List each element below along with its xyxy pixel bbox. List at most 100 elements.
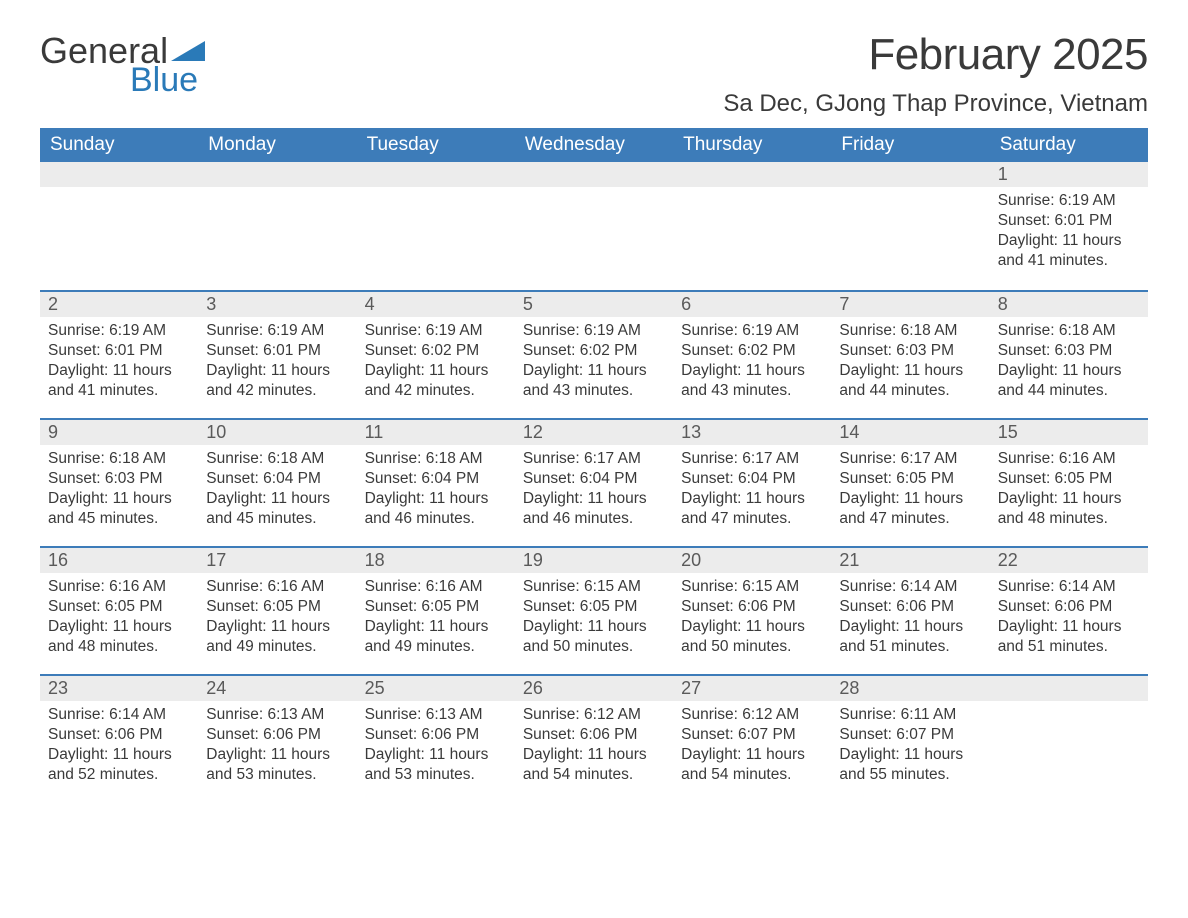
header: General Blue February 2025 Sa Dec, GJong… [40,30,1148,118]
day-details: Sunrise: 6:12 AMSunset: 6:06 PMDaylight:… [515,701,673,796]
day-details: Sunrise: 6:17 AMSunset: 6:05 PMDaylight:… [831,445,989,540]
weekday-header: Monday [198,128,356,162]
calendar-cell: 14Sunrise: 6:17 AMSunset: 6:05 PMDayligh… [831,418,989,546]
day-details: Sunrise: 6:15 AMSunset: 6:06 PMDaylight:… [673,573,831,668]
calendar-cell-empty [515,162,673,290]
day-details: Sunrise: 6:13 AMSunset: 6:06 PMDaylight:… [198,701,356,796]
day-number: 21 [831,546,989,573]
calendar-cell: 1Sunrise: 6:19 AMSunset: 6:01 PMDaylight… [990,162,1148,290]
calendar-cell: 21Sunrise: 6:14 AMSunset: 6:06 PMDayligh… [831,546,989,674]
day-details [673,187,831,201]
day-details: Sunrise: 6:19 AMSunset: 6:01 PMDaylight:… [990,187,1148,282]
calendar-cell: 13Sunrise: 6:17 AMSunset: 6:04 PMDayligh… [673,418,831,546]
calendar-cell: 4Sunrise: 6:19 AMSunset: 6:02 PMDaylight… [357,290,515,418]
day-number [40,162,198,187]
calendar-cell: 3Sunrise: 6:19 AMSunset: 6:01 PMDaylight… [198,290,356,418]
day-details: Sunrise: 6:19 AMSunset: 6:02 PMDaylight:… [357,317,515,412]
day-details: Sunrise: 6:16 AMSunset: 6:05 PMDaylight:… [990,445,1148,540]
calendar-cell-empty [990,674,1148,802]
day-number [357,162,515,187]
day-number: 14 [831,418,989,445]
calendar-cell-empty [831,162,989,290]
calendar-row: 2Sunrise: 6:19 AMSunset: 6:01 PMDaylight… [40,290,1148,418]
calendar-cell: 22Sunrise: 6:14 AMSunset: 6:06 PMDayligh… [990,546,1148,674]
day-number: 4 [357,290,515,317]
weekday-header: Thursday [673,128,831,162]
day-number [515,162,673,187]
brand-logo: General Blue [40,30,205,96]
calendar-cell: 2Sunrise: 6:19 AMSunset: 6:01 PMDaylight… [40,290,198,418]
day-number: 18 [357,546,515,573]
calendar-cell: 16Sunrise: 6:16 AMSunset: 6:05 PMDayligh… [40,546,198,674]
day-details: Sunrise: 6:19 AMSunset: 6:01 PMDaylight:… [198,317,356,412]
calendar-cell-empty [40,162,198,290]
day-number: 1 [990,162,1148,187]
calendar-cell: 27Sunrise: 6:12 AMSunset: 6:07 PMDayligh… [673,674,831,802]
calendar-cell: 6Sunrise: 6:19 AMSunset: 6:02 PMDaylight… [673,290,831,418]
day-number: 16 [40,546,198,573]
calendar-cell: 19Sunrise: 6:15 AMSunset: 6:05 PMDayligh… [515,546,673,674]
day-number: 27 [673,674,831,701]
day-details: Sunrise: 6:13 AMSunset: 6:06 PMDaylight:… [357,701,515,796]
day-details: Sunrise: 6:14 AMSunset: 6:06 PMDaylight:… [40,701,198,796]
calendar-row: 1Sunrise: 6:19 AMSunset: 6:01 PMDaylight… [40,162,1148,290]
day-details: Sunrise: 6:19 AMSunset: 6:01 PMDaylight:… [40,317,198,412]
calendar-cell: 24Sunrise: 6:13 AMSunset: 6:06 PMDayligh… [198,674,356,802]
month-title: February 2025 [723,30,1148,80]
calendar-cell: 18Sunrise: 6:16 AMSunset: 6:05 PMDayligh… [357,546,515,674]
calendar-cell: 7Sunrise: 6:18 AMSunset: 6:03 PMDaylight… [831,290,989,418]
calendar-row: 9Sunrise: 6:18 AMSunset: 6:03 PMDaylight… [40,418,1148,546]
title-block: February 2025 Sa Dec, GJong Thap Provinc… [723,30,1148,118]
day-number [198,162,356,187]
day-number [990,674,1148,701]
location-subtitle: Sa Dec, GJong Thap Province, Vietnam [723,90,1148,118]
day-number [673,162,831,187]
day-details [515,187,673,201]
day-details: Sunrise: 6:18 AMSunset: 6:03 PMDaylight:… [990,317,1148,412]
day-details [40,187,198,201]
day-number: 26 [515,674,673,701]
day-number: 19 [515,546,673,573]
day-number: 10 [198,418,356,445]
day-details [831,187,989,201]
calendar-cell: 25Sunrise: 6:13 AMSunset: 6:06 PMDayligh… [357,674,515,802]
day-details: Sunrise: 6:15 AMSunset: 6:05 PMDaylight:… [515,573,673,668]
day-number: 23 [40,674,198,701]
calendar-row: 16Sunrise: 6:16 AMSunset: 6:05 PMDayligh… [40,546,1148,674]
day-number [831,162,989,187]
brand-word-2: Blue [130,64,205,96]
day-number: 15 [990,418,1148,445]
day-number: 3 [198,290,356,317]
day-details: Sunrise: 6:18 AMSunset: 6:04 PMDaylight:… [198,445,356,540]
day-details: Sunrise: 6:19 AMSunset: 6:02 PMDaylight:… [673,317,831,412]
day-number: 6 [673,290,831,317]
day-details [990,701,1148,715]
calendar-table: SundayMondayTuesdayWednesdayThursdayFrid… [40,128,1148,802]
day-number: 9 [40,418,198,445]
calendar-cell: 20Sunrise: 6:15 AMSunset: 6:06 PMDayligh… [673,546,831,674]
day-number: 25 [357,674,515,701]
day-number: 24 [198,674,356,701]
weekday-header: Friday [831,128,989,162]
day-details: Sunrise: 6:11 AMSunset: 6:07 PMDaylight:… [831,701,989,796]
day-details: Sunrise: 6:19 AMSunset: 6:02 PMDaylight:… [515,317,673,412]
calendar-cell-empty [357,162,515,290]
calendar-cell: 23Sunrise: 6:14 AMSunset: 6:06 PMDayligh… [40,674,198,802]
day-details: Sunrise: 6:17 AMSunset: 6:04 PMDaylight:… [515,445,673,540]
day-number: 5 [515,290,673,317]
day-details: Sunrise: 6:14 AMSunset: 6:06 PMDaylight:… [831,573,989,668]
weekday-header: Tuesday [357,128,515,162]
day-details: Sunrise: 6:16 AMSunset: 6:05 PMDaylight:… [198,573,356,668]
day-details [357,187,515,201]
calendar-cell: 12Sunrise: 6:17 AMSunset: 6:04 PMDayligh… [515,418,673,546]
calendar-cell: 5Sunrise: 6:19 AMSunset: 6:02 PMDaylight… [515,290,673,418]
calendar-cell: 28Sunrise: 6:11 AMSunset: 6:07 PMDayligh… [831,674,989,802]
day-details: Sunrise: 6:16 AMSunset: 6:05 PMDaylight:… [357,573,515,668]
day-number: 11 [357,418,515,445]
calendar-row: 23Sunrise: 6:14 AMSunset: 6:06 PMDayligh… [40,674,1148,802]
day-number: 7 [831,290,989,317]
day-number: 8 [990,290,1148,317]
day-details: Sunrise: 6:14 AMSunset: 6:06 PMDaylight:… [990,573,1148,668]
weekday-header-row: SundayMondayTuesdayWednesdayThursdayFrid… [40,128,1148,162]
calendar-cell-empty [198,162,356,290]
